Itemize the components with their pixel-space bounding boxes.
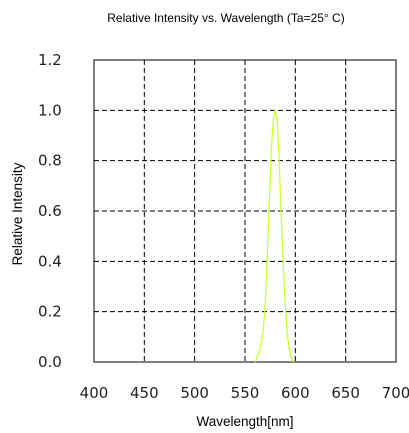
x-axis-label: Wavelength[nm] [196,414,293,429]
y-axis-label: Relative Intensity [10,162,25,265]
x-tick-label: 700 [382,384,409,402]
chart-title: Relative Intensity vs. Wavelength (Ta=25… [107,11,344,25]
x-tick-label: 600 [281,384,310,402]
x-tick-labels: 400 450 500 550 600 650 700 [80,384,409,402]
x-tick-label: 400 [80,384,109,402]
y-tick-label: 1.2 [38,51,62,69]
y-tick-label: 0.8 [38,152,62,170]
y-tick-label: 0.0 [38,353,62,371]
x-tick-label: 450 [130,384,159,402]
y-tick-label: 0.4 [38,252,62,270]
series-line-0 [254,109,294,363]
grid [94,60,396,362]
series-group [254,109,294,363]
y-tick-labels: 0.0 0.2 0.4 0.6 0.8 1.0 1.2 [38,51,62,371]
x-tick-label: 550 [231,384,260,402]
x-tick-label: 650 [331,384,360,402]
y-tick-label: 0.6 [38,202,62,220]
x-tick-label: 500 [180,384,209,402]
y-tick-label: 0.2 [38,303,62,321]
plot-frame [93,59,397,363]
y-tick-label: 1.0 [38,101,62,119]
